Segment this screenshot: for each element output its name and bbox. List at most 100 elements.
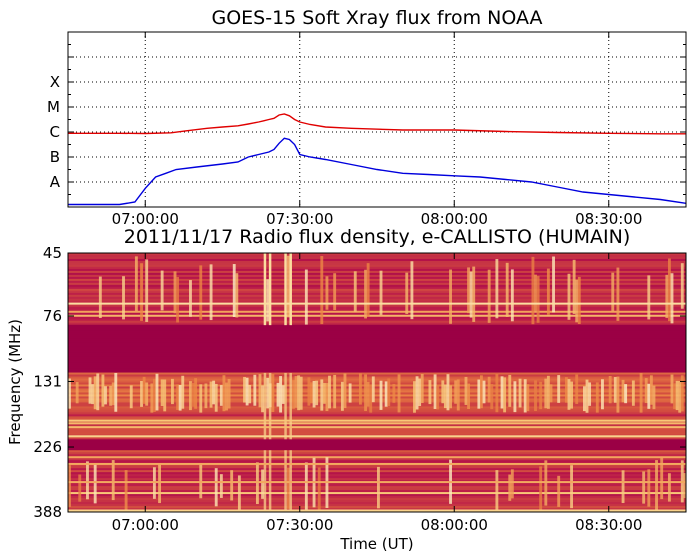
radio-heatmap-row [68,384,686,387]
radio-heatmap-streak [78,474,82,502]
radio-heatmap-streak [410,261,414,320]
radio-heatmap-streak [613,377,617,403]
radio-y-tick-labels: 45 76 131 226 388 [33,244,62,521]
radio-heatmap-row [68,338,686,342]
radio-heatmap-streak [513,381,517,413]
radio-heatmap-streak [510,469,514,499]
radio-heatmap-streak [93,463,97,504]
radio-x-tick-label: 08:30:00 [575,516,642,534]
xray-y-tick-label: B [50,148,60,166]
radio-heatmap-streak [539,381,543,410]
xray-plot-background [68,32,686,207]
radio-heatmap-streak [611,272,615,312]
radio-x-tick-label: 07:30:00 [266,516,333,534]
radio-heatmap-streak [176,277,180,323]
radio-heatmap-row [68,350,686,354]
xray-short-channel-line [68,137,686,206]
xray-x-tick-labels: 07:00:00 07:30:00 08:00:00 08:30:00 [112,210,643,228]
radio-heatmap-row [68,334,686,338]
radio-heatmap-row [68,410,686,413]
xray-y-tick-label: C [50,123,60,141]
radio-heatmap-row [68,268,686,272]
radio-heatmap-streak [379,380,383,410]
radio-heatmap-streak [649,375,653,405]
radio-heatmap-row [68,392,686,395]
radio-heatmap-row [68,458,686,461]
radio-heatmap-streak [660,456,664,500]
radio-plot-frame [67,252,687,513]
radio-heatmap-line [68,302,686,305]
radio-heatmap-row [68,304,686,308]
radio-heatmap-streak [557,375,561,403]
radio-heatmap-row [68,374,686,378]
radio-heatmap-streak [212,380,216,405]
radio-heatmap-streak [68,378,71,409]
radio-heatmap-streak [266,377,270,409]
radio-heatmap-streak [266,279,270,322]
radio-heatmap-streak [343,373,347,409]
radio-heatmap-row [68,253,686,256]
radio-heatmap-row [68,450,686,453]
radio-heatmap-streak [348,383,352,403]
radio-heatmap-streak [564,377,568,403]
xray-x-tick-label: 07:00:00 [112,210,179,228]
radio-heatmap-streak [199,463,203,499]
radio-heatmap-streak [572,259,576,314]
radio-heatmap-row [68,316,686,320]
radio-heatmap-streak [93,376,97,410]
radio-heatmap-streak [276,382,280,407]
radio-heatmap-row [68,464,686,467]
radio-heatmap-row [68,296,686,300]
radio-heatmap-streak [75,382,79,404]
radio-heatmap-row [68,280,686,284]
radio-heatmap-streak [523,379,527,413]
radio-burst-column [268,253,272,326]
radio-heatmap-streak [531,256,535,325]
radio-heatmap-streak [88,377,92,404]
radio-heatmap-streak [508,374,512,407]
radio-heatmap-row [68,428,686,431]
radio-heatmap-line [68,435,686,438]
radio-heatmap-row [68,394,686,397]
radio-y-tick-label: 76 [43,307,62,325]
radio-heatmap-streak [387,378,391,407]
radio-heatmap-streak [667,473,671,502]
radio-heatmap-streak [428,380,432,405]
radio-heatmap-streak [413,381,416,413]
radio-heatmap-row [68,300,686,304]
radio-heatmap-row [68,368,686,372]
radio-heatmap-streak [616,376,620,413]
radio-heatmap-row [68,324,686,328]
radio-heatmap-streak [104,386,107,405]
radio-heatmap-streak [297,375,301,411]
radio-burst-column [284,253,287,326]
radio-heatmap-streak [140,381,143,407]
radio-heatmap-row [68,330,686,334]
radio-heatmap-streak [508,474,512,501]
radio-heatmap-streak [601,379,604,410]
radio-heatmap-row [68,294,686,298]
radio-heatmap-streak [433,374,437,409]
radio-heatmap-streak [680,263,684,309]
radio-heatmap-streak [490,384,494,410]
radio-heatmap-streak [567,379,571,410]
radio-heatmap-streak [665,274,669,319]
radio-heatmap-streak [111,460,115,501]
radio-heatmap-row [68,322,686,326]
radio-heatmap-row [68,262,686,266]
radio-heatmap-row [68,284,686,288]
radio-heatmap-streak [456,379,460,411]
radio-heatmap-row [68,332,686,336]
radio-heatmap-streak [534,274,537,312]
radio-heatmap-row [68,290,686,294]
radio-heatmap-streak [570,465,573,509]
radio-heatmap-streak [181,375,185,409]
radio-heatmap-streak [232,264,236,317]
radio-heatmap-streak [199,384,203,413]
radio-heatmap-streak [286,467,290,509]
radio-burst-column [289,253,292,326]
radio-heatmap-row [68,306,686,310]
radio-heatmap-streak [575,374,579,404]
radio-heatmap-row [68,356,686,360]
radio-heatmap-row [68,292,686,296]
